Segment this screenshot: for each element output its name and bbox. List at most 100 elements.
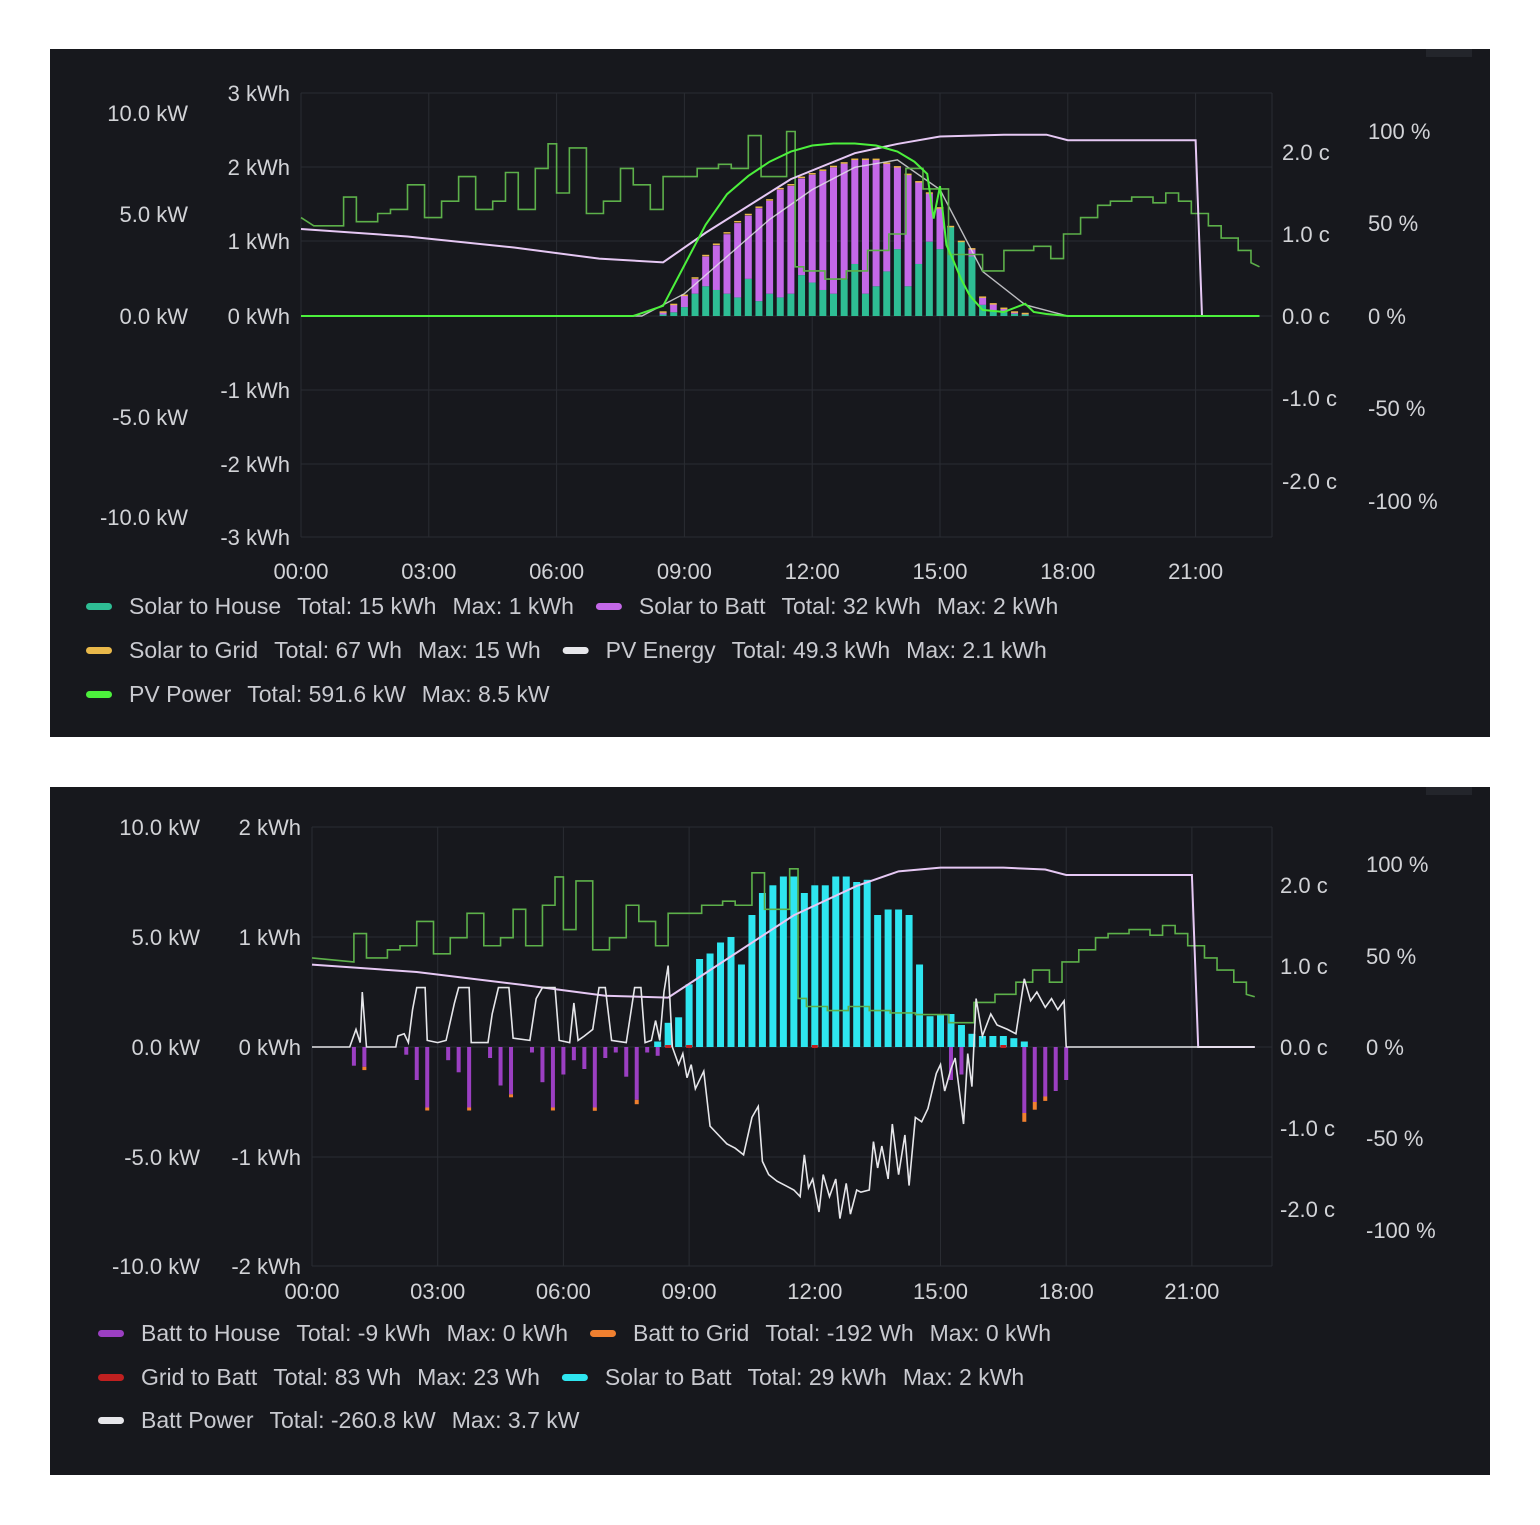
bar-solar-to-batt — [925, 193, 933, 242]
legend-label: Solar to Batt — [639, 593, 766, 619]
y-tick-label-power: -10.0 kW — [100, 505, 188, 530]
legend-swatch — [595, 603, 622, 610]
legend-total: Total: 49.3 kWh — [732, 637, 891, 663]
line-battery-soc — [311, 866, 1255, 1048]
y-tick-label-energy: -2 kWh — [231, 1254, 301, 1279]
bar-batt-to-house — [582, 1047, 587, 1069]
bar-batt-to-grid — [1043, 1096, 1048, 1101]
bar-solar-to-batt — [989, 304, 997, 311]
bar-solar-to-house — [659, 314, 667, 316]
bar-solar-to-batt — [691, 278, 699, 294]
bar-solar-to-batt — [755, 208, 763, 302]
bar-solar-to-house — [989, 310, 997, 316]
legend-total: Total: -9 kWh — [296, 1320, 430, 1346]
bar-solar-to-grid — [904, 173, 912, 176]
bar-solar-to-batt — [659, 312, 667, 315]
bar-solar-to-house — [893, 249, 901, 316]
bar-solar-to-batt — [717, 942, 725, 1047]
bar-solar-to-batt — [685, 984, 693, 1047]
legend-total: Total: 29 kWh — [747, 1364, 886, 1390]
bar-solar-to-grid — [670, 303, 678, 306]
legend-swatch — [561, 1374, 588, 1381]
legend-entry: Batt Power Total: -260.8 kW Max: 3.7 kW — [141, 1407, 580, 1433]
bar-batt-to-house — [351, 1047, 356, 1066]
y-tick-label-energy: 3 kWh — [228, 81, 290, 106]
bar-solar-to-house — [925, 241, 933, 316]
bar-solar-to-house — [915, 263, 923, 316]
bar-solar-to-batt — [936, 208, 944, 250]
bar-batt-to-grid — [550, 1107, 555, 1111]
top-chart-panel: 10.0 kW 5.0 kW 0.0 kW -5.0 kW -10.0 kW 3 kWh 2… — [50, 49, 1490, 737]
bar-solar-to-batt — [800, 893, 808, 1047]
y-tick-label-power: -5.0 kW — [124, 1145, 200, 1170]
bar-batt-to-grid — [592, 1107, 597, 1111]
bar-solar-to-house — [936, 249, 944, 316]
legend-swatch — [86, 691, 112, 698]
legend-max: Max: 0 kWh — [930, 1320, 1051, 1346]
panel-menu-handle[interactable] — [1426, 787, 1472, 795]
bar-solar-to-house — [830, 293, 837, 316]
legend-swatch — [98, 1330, 124, 1337]
bar-solar-to-batt — [968, 249, 976, 257]
bar-solar-to-house — [883, 271, 891, 316]
legend-swatch — [86, 647, 112, 654]
bar-solar-to-house — [691, 293, 699, 316]
legend-entry: PV Power Total: 591.6 kW Max: 8.5 kW — [129, 681, 550, 707]
bar-solar-to-house — [766, 293, 774, 316]
legend-swatch — [86, 603, 112, 610]
bar-batt-to-house — [571, 1047, 576, 1061]
x-tick-label: 03:00 — [410, 1279, 465, 1304]
legend-label: Grid to Batt — [141, 1364, 258, 1390]
legend-max: Max: 15 Wh — [418, 637, 541, 663]
bar-solar-to-house — [1021, 314, 1029, 316]
bar-solar-to-batt — [727, 937, 735, 1047]
legend-total: Total: -192 Wh — [765, 1320, 913, 1346]
bar-batt-to-house — [613, 1047, 618, 1053]
bar-batt-to-house — [1032, 1047, 1037, 1102]
bar-solar-to-house — [776, 297, 784, 316]
x-tick-label: 18:00 — [1040, 559, 1095, 584]
bar-solar-to-house — [723, 293, 731, 316]
x-tick-label: 06:00 — [529, 559, 584, 584]
y-tick-label-power: -10.0 kW — [112, 1254, 200, 1279]
bar-solar-to-batt — [821, 885, 829, 1047]
legend-label: Solar to Batt — [605, 1364, 732, 1390]
line-batt-power — [312, 965, 1255, 1219]
legend-entry: PV Energy Total: 49.3 kWh Max: 2.1 kWh — [606, 637, 1047, 663]
bar-batt-to-house — [603, 1047, 608, 1058]
bar-batt-to-house — [1064, 1047, 1069, 1080]
legend-max: Max: 8.5 kW — [422, 681, 550, 707]
x-tick-label: 12:00 — [787, 1279, 842, 1304]
y-tick-label-percent: -100 % — [1368, 489, 1438, 514]
bar-solar-to-batt — [1000, 308, 1008, 313]
bar-solar-to-grid — [915, 181, 923, 183]
y-tick-label-power: 10.0 kW — [119, 815, 200, 840]
bar-batt-to-house — [498, 1047, 503, 1086]
bar-batt-to-house — [1043, 1047, 1048, 1097]
bars — [351, 876, 1069, 1122]
bar-solar-to-grid — [734, 220, 742, 223]
bar-solar-to-batt — [706, 953, 714, 1047]
bar-solar-to-house — [808, 282, 816, 316]
bar-solar-to-batt — [798, 178, 806, 276]
bar-solar-to-batt — [723, 234, 731, 294]
bar-solar-to-batt — [664, 1022, 672, 1047]
y-tick-label-price: -1.0 c — [1280, 1116, 1335, 1141]
y-tick-label-percent: 100 % — [1366, 852, 1428, 877]
bar-batt-to-grid — [509, 1094, 514, 1098]
bar-solar-to-grid — [1021, 312, 1029, 315]
legend-max: Max: 2.1 kWh — [906, 637, 1047, 663]
bar-solar-to-grid — [851, 158, 859, 161]
bar-batt-to-house — [488, 1047, 493, 1058]
bar-solar-to-house — [734, 297, 742, 316]
legend-label: Solar to Grid — [129, 637, 258, 663]
bar-batt-to-house — [592, 1047, 597, 1108]
y-tick-label-energy: -1 kWh — [231, 1145, 301, 1170]
bar-solar-to-grid — [702, 254, 710, 257]
bar-solar-to-batt — [842, 876, 850, 1047]
bar-solar-to-batt — [883, 163, 891, 272]
bars — [659, 158, 1029, 316]
panel-menu-handle[interactable] — [1426, 49, 1472, 57]
y-tick-label-energy: 0 kWh — [228, 304, 290, 329]
bar-solar-to-grid — [968, 248, 976, 250]
